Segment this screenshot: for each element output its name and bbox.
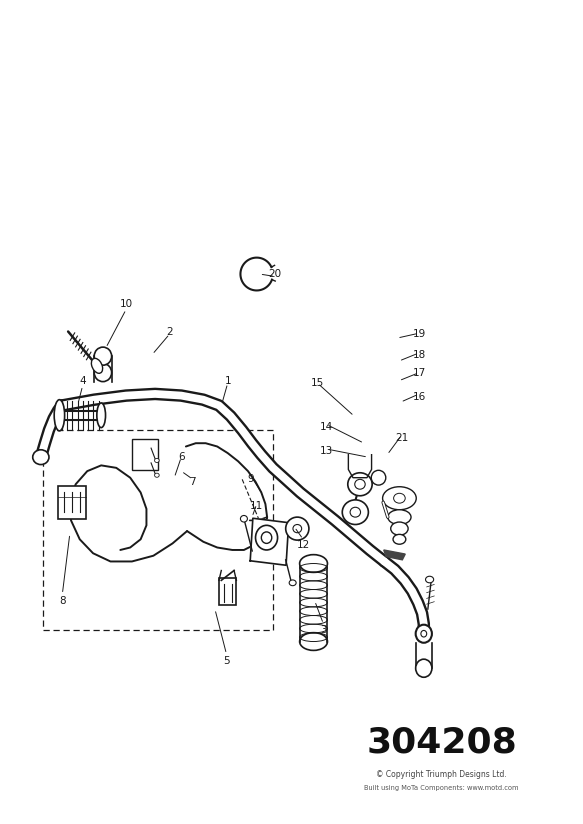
Text: 13: 13 xyxy=(319,447,333,456)
Ellipse shape xyxy=(426,576,434,583)
Ellipse shape xyxy=(393,534,406,544)
Ellipse shape xyxy=(388,510,411,525)
Ellipse shape xyxy=(421,630,427,637)
Ellipse shape xyxy=(371,471,386,485)
Text: 9: 9 xyxy=(248,475,254,485)
Ellipse shape xyxy=(261,532,272,543)
Polygon shape xyxy=(384,550,405,559)
Polygon shape xyxy=(250,518,289,565)
Ellipse shape xyxy=(94,363,111,382)
Text: 1: 1 xyxy=(224,376,231,386)
Text: 3: 3 xyxy=(320,625,326,634)
Text: 4: 4 xyxy=(79,376,86,386)
Ellipse shape xyxy=(350,508,360,517)
Ellipse shape xyxy=(97,403,106,428)
Text: 7: 7 xyxy=(189,477,196,487)
Text: 304208: 304208 xyxy=(367,725,518,759)
Text: 17: 17 xyxy=(413,368,426,377)
Ellipse shape xyxy=(300,633,328,650)
Text: 12: 12 xyxy=(297,540,310,550)
Ellipse shape xyxy=(342,500,368,525)
Ellipse shape xyxy=(92,358,103,373)
Text: 20: 20 xyxy=(269,269,282,279)
FancyBboxPatch shape xyxy=(58,486,86,519)
Text: 10: 10 xyxy=(120,298,133,309)
FancyBboxPatch shape xyxy=(132,439,159,471)
Ellipse shape xyxy=(54,400,65,431)
Polygon shape xyxy=(349,455,371,478)
Ellipse shape xyxy=(289,580,296,586)
Text: 11: 11 xyxy=(250,502,264,512)
Ellipse shape xyxy=(382,487,416,510)
Ellipse shape xyxy=(293,525,301,533)
Ellipse shape xyxy=(416,625,432,643)
Ellipse shape xyxy=(33,450,49,465)
Text: 18: 18 xyxy=(413,349,426,359)
Ellipse shape xyxy=(240,516,247,522)
Text: 8: 8 xyxy=(59,596,66,606)
Text: 16: 16 xyxy=(413,392,426,402)
Text: 19: 19 xyxy=(413,329,426,339)
Text: 15: 15 xyxy=(311,378,324,388)
Text: 6: 6 xyxy=(178,452,185,462)
Text: Built using MoTa Components: www.motd.com: Built using MoTa Components: www.motd.co… xyxy=(364,785,518,791)
Ellipse shape xyxy=(354,480,365,489)
Text: 21: 21 xyxy=(395,433,408,443)
Ellipse shape xyxy=(348,473,372,496)
Ellipse shape xyxy=(154,473,159,477)
Text: 5: 5 xyxy=(223,656,230,666)
Text: © Copyright Triumph Designs Ltd.: © Copyright Triumph Designs Ltd. xyxy=(376,770,507,780)
Ellipse shape xyxy=(154,458,159,462)
Text: 14: 14 xyxy=(319,422,333,432)
Ellipse shape xyxy=(94,347,111,365)
Ellipse shape xyxy=(286,517,309,540)
FancyBboxPatch shape xyxy=(219,578,236,605)
Ellipse shape xyxy=(394,494,405,503)
Ellipse shape xyxy=(391,522,408,535)
Text: 2: 2 xyxy=(166,326,173,336)
Ellipse shape xyxy=(300,555,328,573)
Ellipse shape xyxy=(416,659,432,677)
Ellipse shape xyxy=(255,526,278,550)
